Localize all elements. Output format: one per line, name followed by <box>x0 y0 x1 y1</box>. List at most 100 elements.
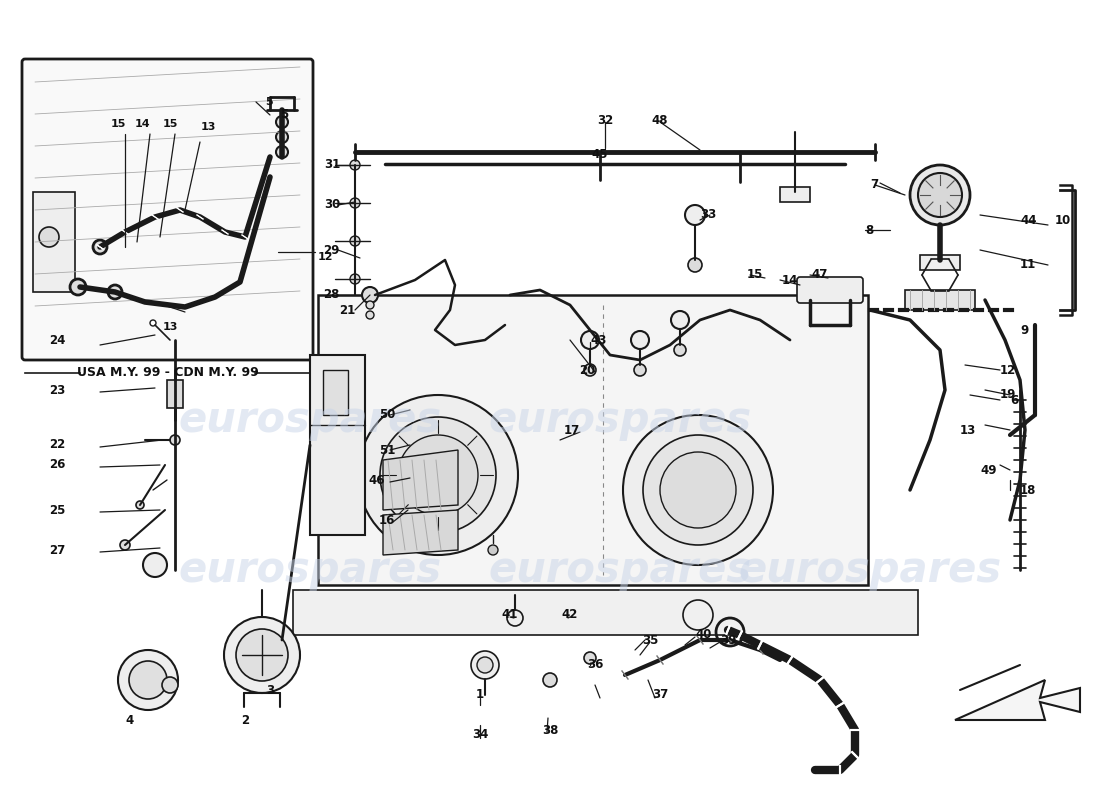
Text: 15: 15 <box>110 119 125 129</box>
Polygon shape <box>318 295 868 585</box>
Text: 21: 21 <box>339 303 355 317</box>
Text: 6: 6 <box>1010 394 1019 406</box>
Circle shape <box>477 657 493 673</box>
Circle shape <box>631 331 649 349</box>
Text: 7: 7 <box>870 178 878 191</box>
Circle shape <box>471 651 499 679</box>
Text: 41: 41 <box>502 609 518 622</box>
Circle shape <box>584 652 596 664</box>
Text: eurospares: eurospares <box>488 399 751 441</box>
Circle shape <box>276 116 288 128</box>
Circle shape <box>350 236 360 246</box>
Circle shape <box>120 540 130 550</box>
Circle shape <box>350 160 360 170</box>
Circle shape <box>39 227 59 247</box>
Text: 43: 43 <box>590 334 606 346</box>
Polygon shape <box>383 510 458 555</box>
Circle shape <box>108 285 122 299</box>
Text: 49: 49 <box>980 463 997 477</box>
Circle shape <box>70 279 86 295</box>
Circle shape <box>224 617 300 693</box>
Circle shape <box>350 274 360 284</box>
Circle shape <box>136 501 144 509</box>
Text: 20: 20 <box>579 363 595 377</box>
Circle shape <box>488 545 498 555</box>
Bar <box>323 370 348 415</box>
Text: 4: 4 <box>125 714 134 726</box>
Circle shape <box>379 417 496 533</box>
Text: 13: 13 <box>200 122 216 132</box>
Text: 40: 40 <box>695 629 712 642</box>
Circle shape <box>634 364 646 376</box>
Text: 19: 19 <box>1000 389 1016 402</box>
Circle shape <box>688 258 702 272</box>
Text: eurospares: eurospares <box>738 549 1002 591</box>
Text: 24: 24 <box>48 334 65 346</box>
Text: 2: 2 <box>241 714 249 726</box>
Circle shape <box>644 435 754 545</box>
Text: 36: 36 <box>586 658 603 671</box>
Text: 12: 12 <box>1000 363 1016 377</box>
Circle shape <box>366 301 374 309</box>
Circle shape <box>685 205 705 225</box>
Text: 28: 28 <box>323 289 340 302</box>
Text: 47: 47 <box>812 269 828 282</box>
Text: 51: 51 <box>378 443 395 457</box>
Polygon shape <box>955 680 1080 720</box>
Bar <box>167 380 183 408</box>
Text: 5: 5 <box>265 97 273 107</box>
Text: 26: 26 <box>48 458 65 471</box>
Text: 1: 1 <box>476 689 484 702</box>
Text: 9: 9 <box>1020 323 1028 337</box>
Text: 17: 17 <box>563 423 580 437</box>
Text: 44: 44 <box>1020 214 1036 226</box>
Text: 10: 10 <box>1055 214 1071 226</box>
Bar <box>33 192 75 292</box>
Circle shape <box>170 435 180 445</box>
Circle shape <box>150 320 156 326</box>
Text: eurospares: eurospares <box>488 549 751 591</box>
Text: 15: 15 <box>747 269 763 282</box>
Text: 31: 31 <box>323 158 340 171</box>
Circle shape <box>236 629 288 681</box>
Circle shape <box>276 131 288 143</box>
Text: 50: 50 <box>378 409 395 422</box>
Polygon shape <box>383 450 458 510</box>
Text: 35: 35 <box>641 634 658 646</box>
Text: 30: 30 <box>323 198 340 211</box>
Circle shape <box>507 610 522 626</box>
Text: 15: 15 <box>163 119 178 129</box>
Circle shape <box>674 344 686 356</box>
Text: 42: 42 <box>562 609 579 622</box>
Circle shape <box>276 146 288 158</box>
Text: USA M.Y. 99 - CDN M.Y. 99: USA M.Y. 99 - CDN M.Y. 99 <box>77 366 258 379</box>
Bar <box>310 355 365 535</box>
FancyBboxPatch shape <box>798 277 864 303</box>
Circle shape <box>94 240 107 254</box>
Circle shape <box>581 331 600 349</box>
Circle shape <box>671 311 689 329</box>
Circle shape <box>143 553 167 577</box>
Text: 13: 13 <box>163 322 178 332</box>
Text: eurospares: eurospares <box>178 549 441 591</box>
Text: 48: 48 <box>651 114 669 126</box>
Text: 23: 23 <box>48 383 65 397</box>
Text: 27: 27 <box>48 543 65 557</box>
Text: 34: 34 <box>472 729 488 742</box>
Circle shape <box>358 395 518 555</box>
Circle shape <box>683 600 713 630</box>
Text: 38: 38 <box>542 723 558 737</box>
FancyBboxPatch shape <box>22 59 313 360</box>
Text: 5: 5 <box>280 109 288 122</box>
Text: 18: 18 <box>1020 483 1036 497</box>
Text: 14: 14 <box>135 119 151 129</box>
Text: 32: 32 <box>597 114 613 126</box>
Polygon shape <box>293 590 918 635</box>
Circle shape <box>362 287 378 303</box>
Text: 13: 13 <box>960 423 977 437</box>
Text: 11: 11 <box>1020 258 1036 271</box>
Circle shape <box>118 650 178 710</box>
Text: 22: 22 <box>48 438 65 451</box>
Text: 37: 37 <box>652 689 668 702</box>
Circle shape <box>366 311 374 319</box>
